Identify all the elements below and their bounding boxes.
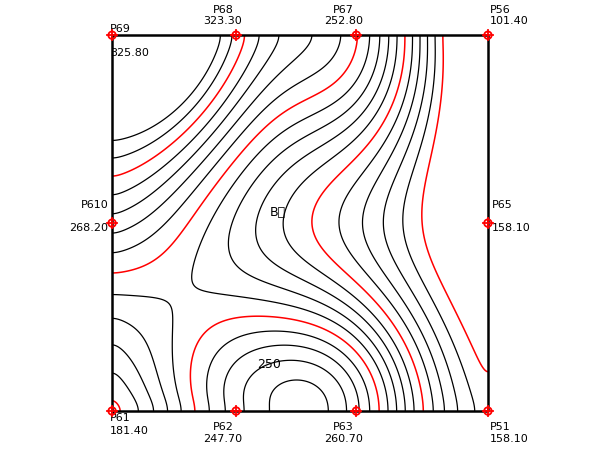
Text: P67: P67: [333, 4, 353, 14]
Text: 101.40: 101.40: [490, 16, 529, 26]
Text: P61: P61: [110, 413, 131, 423]
Text: P51: P51: [490, 422, 511, 432]
Text: 323.30: 323.30: [203, 16, 242, 26]
Text: 247.70: 247.70: [203, 434, 242, 444]
Text: 268.20: 268.20: [70, 223, 109, 233]
Text: 181.40: 181.40: [110, 426, 149, 436]
Text: P65: P65: [491, 200, 512, 210]
Text: 158.10: 158.10: [490, 434, 529, 444]
Text: 252.80: 252.80: [324, 16, 363, 26]
Text: P610: P610: [80, 200, 109, 210]
Text: P69: P69: [110, 24, 131, 35]
Text: P63: P63: [333, 422, 353, 432]
Text: P62: P62: [212, 422, 233, 432]
Text: 250: 250: [257, 358, 281, 371]
Text: P68: P68: [212, 4, 233, 14]
Text: P56: P56: [490, 4, 511, 14]
Text: 158.10: 158.10: [491, 223, 530, 233]
Text: 260.70: 260.70: [324, 434, 362, 444]
Text: B楼: B楼: [270, 206, 286, 219]
Text: 325.80: 325.80: [110, 48, 149, 58]
